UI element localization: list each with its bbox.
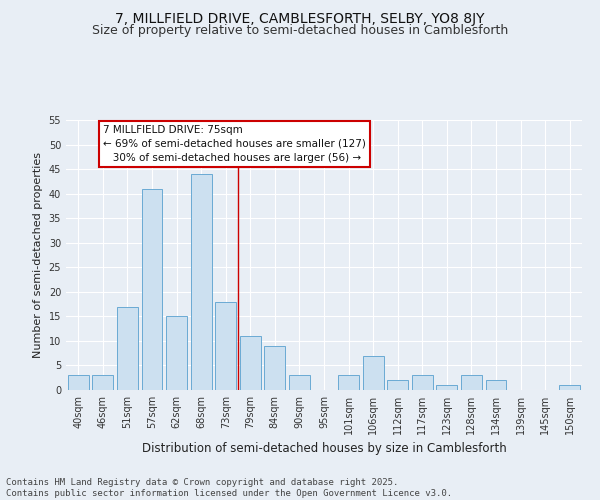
Bar <box>68 376 89 390</box>
Bar <box>485 380 506 390</box>
X-axis label: Distribution of semi-detached houses by size in Camblesforth: Distribution of semi-detached houses by … <box>142 442 506 456</box>
Bar <box>436 385 457 390</box>
Text: 7, MILLFIELD DRIVE, CAMBLESFORTH, SELBY, YO8 8JY: 7, MILLFIELD DRIVE, CAMBLESFORTH, SELBY,… <box>115 12 485 26</box>
Bar <box>362 356 383 390</box>
Text: Contains HM Land Registry data © Crown copyright and database right 2025.
Contai: Contains HM Land Registry data © Crown c… <box>6 478 452 498</box>
Bar <box>191 174 212 390</box>
Bar <box>387 380 408 390</box>
Bar <box>289 376 310 390</box>
Y-axis label: Number of semi-detached properties: Number of semi-detached properties <box>33 152 43 358</box>
Bar <box>265 346 286 390</box>
Bar <box>142 188 163 390</box>
Bar <box>166 316 187 390</box>
Bar <box>92 376 113 390</box>
Bar <box>338 376 359 390</box>
Bar <box>412 376 433 390</box>
Bar <box>240 336 261 390</box>
Text: Size of property relative to semi-detached houses in Camblesforth: Size of property relative to semi-detach… <box>92 24 508 37</box>
Bar <box>559 385 580 390</box>
Bar <box>117 306 138 390</box>
Bar <box>215 302 236 390</box>
Text: 7 MILLFIELD DRIVE: 75sqm
← 69% of semi-detached houses are smaller (127)
   30% : 7 MILLFIELD DRIVE: 75sqm ← 69% of semi-d… <box>103 125 366 163</box>
Bar <box>461 376 482 390</box>
